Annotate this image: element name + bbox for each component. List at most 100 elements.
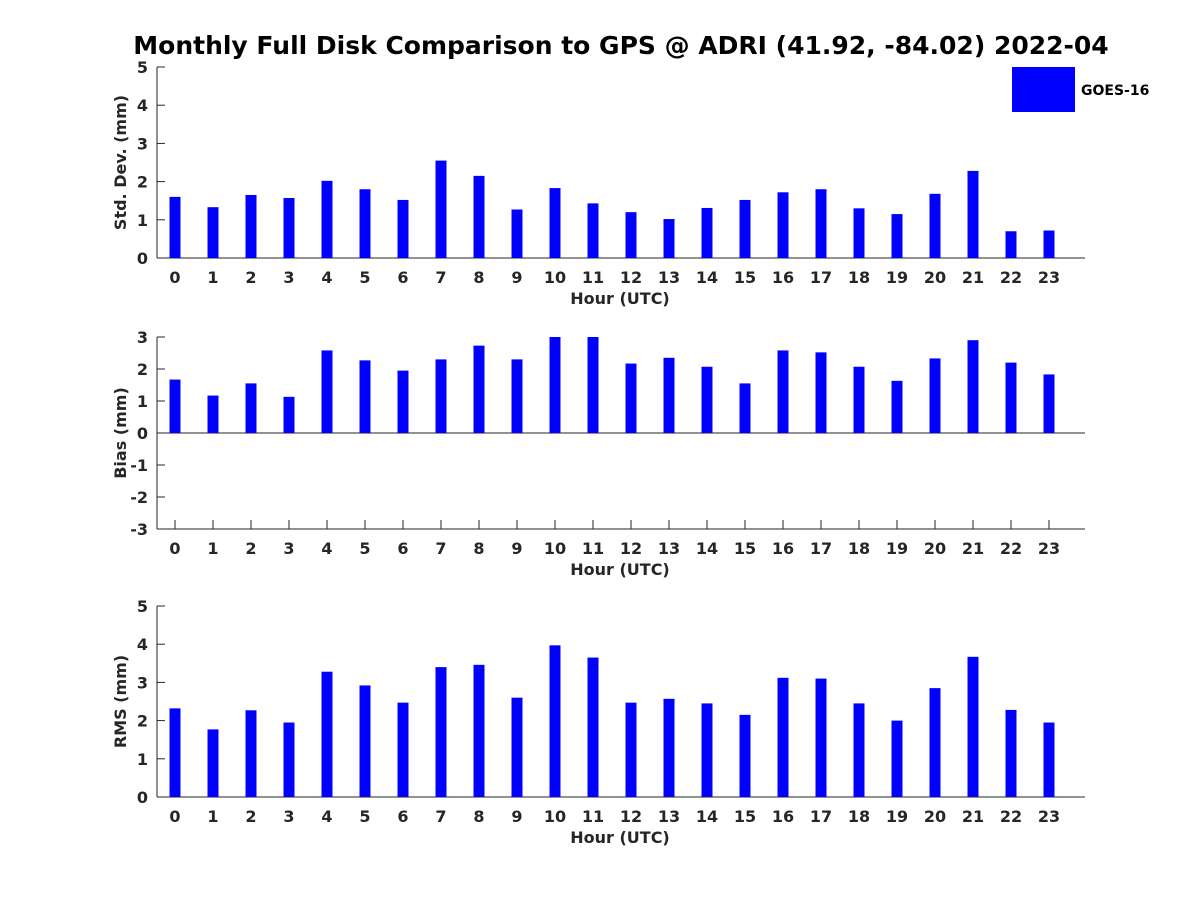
x-tick-label: 9 (511, 807, 522, 826)
bar-hour-1 (207, 395, 219, 433)
bar-hour-8 (473, 345, 485, 433)
bar-hour-16 (777, 350, 789, 433)
x-tick-label: 1 (207, 807, 218, 826)
bar-hour-9 (511, 697, 523, 797)
x-tick-label: 22 (1000, 268, 1022, 287)
x-tick-label: 17 (810, 268, 832, 287)
x-tick-label: 14 (696, 268, 718, 287)
legend-label: GOES-16 (1081, 83, 1149, 99)
bar-hour-12 (625, 363, 637, 433)
bar-hour-7 (435, 359, 447, 433)
bar-hour-20 (929, 688, 941, 797)
y-axis-label: Bias (mm) (111, 387, 130, 479)
x-tick-label: 0 (169, 807, 180, 826)
x-axis-label: Hour (UTC) (570, 828, 670, 847)
bar-hour-1 (207, 207, 219, 258)
bar-hour-20 (929, 358, 941, 433)
x-tick-label: 18 (848, 539, 870, 558)
bar-hour-12 (625, 702, 637, 797)
x-axis-label: Hour (UTC) (570, 289, 670, 308)
bar-hour-3 (283, 396, 295, 433)
bar-hour-0 (169, 379, 181, 433)
x-axis-label: Hour (UTC) (570, 560, 670, 579)
x-tick-label: 19 (886, 268, 908, 287)
bar-hour-13 (663, 698, 675, 797)
x-tick-label: 11 (582, 539, 604, 558)
bar-hour-14 (701, 703, 713, 797)
y-tick-label: 5 (137, 597, 148, 616)
bar-hour-11 (587, 657, 599, 797)
y-tick-label: 0 (137, 249, 148, 268)
y-axis-label: RMS (mm) (111, 655, 130, 748)
bar-hour-2 (245, 383, 257, 433)
x-tick-label: 15 (734, 807, 756, 826)
x-tick-label: 8 (473, 807, 484, 826)
bar-hour-17 (815, 352, 827, 433)
x-tick-label: 13 (658, 807, 680, 826)
bar-hour-7 (435, 160, 447, 258)
y-tick-label: 3 (137, 673, 148, 692)
bar-hour-5 (359, 685, 371, 797)
bar-hour-14 (701, 207, 713, 258)
bar-hour-7 (435, 667, 447, 797)
bar-hour-14 (701, 366, 713, 433)
bar-hour-12 (625, 212, 637, 258)
bar-hour-5 (359, 189, 371, 258)
bar-hour-10 (549, 337, 561, 433)
bar-hour-9 (511, 209, 523, 258)
x-tick-label: 11 (582, 807, 604, 826)
bar-hour-8 (473, 664, 485, 797)
x-tick-label: 23 (1038, 268, 1060, 287)
x-tick-label: 12 (620, 268, 642, 287)
y-tick-label: -3 (130, 520, 148, 539)
x-tick-label: 7 (435, 807, 446, 826)
bar-hour-21 (967, 656, 979, 797)
bar-hour-23 (1043, 722, 1055, 797)
x-tick-label: 16 (772, 807, 794, 826)
x-tick-label: 16 (772, 539, 794, 558)
bar-hour-16 (777, 677, 789, 797)
bar-hour-18 (853, 208, 865, 258)
bar-hour-21 (967, 340, 979, 433)
x-tick-label: 16 (772, 268, 794, 287)
y-tick-label: 5 (137, 58, 148, 77)
x-tick-label: 21 (962, 539, 984, 558)
bar-hour-4 (321, 671, 333, 797)
x-tick-label: 11 (582, 268, 604, 287)
bar-hour-18 (853, 366, 865, 433)
y-tick-label: -1 (130, 456, 148, 475)
bar-hour-17 (815, 678, 827, 797)
bar-hour-2 (245, 194, 257, 258)
bar-hour-13 (663, 219, 675, 258)
x-tick-label: 5 (359, 268, 370, 287)
y-tick-label: 3 (137, 134, 148, 153)
bar-hour-3 (283, 198, 295, 258)
x-tick-label: 5 (359, 539, 370, 558)
bar-hour-19 (891, 214, 903, 258)
x-tick-label: 6 (397, 268, 408, 287)
bar-hour-0 (169, 708, 181, 797)
x-tick-label: 22 (1000, 807, 1022, 826)
legend-swatch (1012, 67, 1075, 112)
bar-hour-4 (321, 350, 333, 433)
x-tick-label: 10 (544, 807, 566, 826)
bar-hour-21 (967, 170, 979, 258)
x-tick-label: 6 (397, 539, 408, 558)
y-tick-label: 4 (137, 635, 148, 654)
y-tick-label: 2 (137, 360, 148, 379)
y-tick-label: 3 (137, 328, 148, 347)
bar-hour-10 (549, 645, 561, 797)
x-tick-label: 23 (1038, 807, 1060, 826)
bar-hour-16 (777, 192, 789, 258)
x-tick-label: 15 (734, 268, 756, 287)
y-tick-label: -2 (130, 488, 148, 507)
x-tick-label: 2 (245, 539, 256, 558)
bar-hour-0 (169, 196, 181, 258)
x-tick-label: 14 (696, 807, 718, 826)
bar-hour-19 (891, 720, 903, 797)
x-tick-label: 18 (848, 268, 870, 287)
